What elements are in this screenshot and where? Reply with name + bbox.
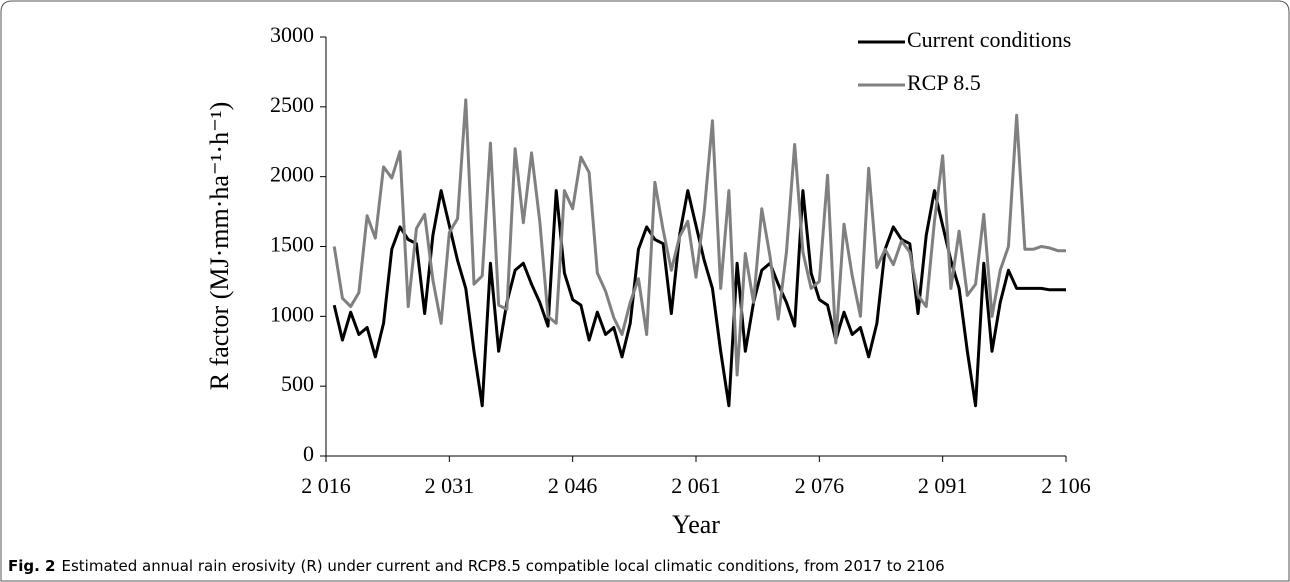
caption: Fig. 2 Estimated annual rain erosivity (R… <box>8 557 945 575</box>
x-tick-label: 2 046 <box>548 473 598 498</box>
y-tick-label: 3000 <box>270 22 314 47</box>
y-tick-label: 1500 <box>270 232 314 257</box>
x-tick-label: 2 016 <box>301 473 351 498</box>
series-line <box>332 98 1066 377</box>
y-tick-label: 500 <box>281 371 314 396</box>
y-tick-label: 2500 <box>270 92 314 117</box>
y-tick-label: 0 <box>303 441 314 466</box>
x-tick-label: 2 091 <box>918 473 968 498</box>
x-tick-label: 2 031 <box>425 473 475 498</box>
x-axis-label: Year <box>672 510 720 539</box>
y-tick-label: 1000 <box>270 301 314 326</box>
y-tick-label: 2000 <box>270 162 314 187</box>
y-axis-label: R factor (MJ·mm·ha⁻¹·h⁻¹) <box>205 102 234 391</box>
x-tick-label: 2 061 <box>671 473 721 498</box>
x-tick-label: 2 106 <box>1041 473 1091 498</box>
caption-text: Estimated annual rain erosivity (R) unde… <box>61 557 944 575</box>
x-tick-label: 2 076 <box>795 473 845 498</box>
legend-label: Current conditions <box>907 27 1071 52</box>
legend-label: RCP 8.5 <box>907 70 981 95</box>
caption-label: Fig. 2 <box>8 557 55 575</box>
